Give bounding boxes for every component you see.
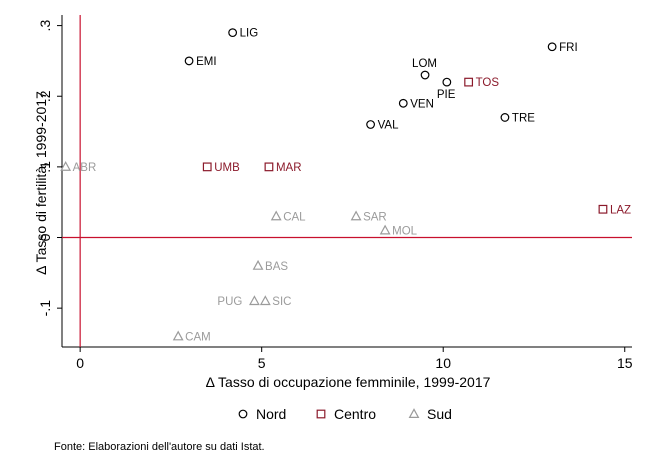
point-mar xyxy=(264,162,274,172)
point-label-mar: MAR xyxy=(276,162,302,174)
point-cam xyxy=(172,330,184,341)
point-label-pug: PUG xyxy=(217,296,242,308)
plot-area: 0 5 10 15 -.1 0 .1 .2 .3 LIG EMI LOM PIE FRI VEN VAL T… xyxy=(37,15,633,371)
point-lom xyxy=(420,70,430,80)
point-label-fri: FRI xyxy=(559,42,578,54)
x-tick-label-3: 15 xyxy=(617,355,633,371)
point-bas xyxy=(252,259,264,270)
point-label-abr: ABR xyxy=(73,162,97,174)
point-label-lig: LIG xyxy=(240,28,259,40)
x-axis-title: Δ Tasso di occupazione femminile, 1999-2… xyxy=(206,374,491,390)
point-label-val: VAL xyxy=(378,119,399,131)
point-label-ven: VEN xyxy=(410,98,434,110)
point-tre xyxy=(500,113,510,122)
y-tick-label-4: .3 xyxy=(37,20,53,32)
x-tick-label-1: 5 xyxy=(258,355,266,371)
legend-label-nord: Nord xyxy=(256,406,286,422)
point-ven xyxy=(398,98,408,108)
x-tick-label-2: 10 xyxy=(435,355,451,371)
legend-marker-sud xyxy=(408,408,420,418)
y-tick-label-0: -.1 xyxy=(37,300,53,317)
point-lig xyxy=(228,28,238,38)
y-tick-label-3: .2 xyxy=(37,90,53,102)
point-emi xyxy=(184,56,194,66)
point-label-tre: TRE xyxy=(512,112,535,124)
point-fri xyxy=(547,42,557,52)
legend-label-centro: Centro xyxy=(334,406,376,422)
point-label-cam: CAM xyxy=(185,331,211,343)
point-val xyxy=(366,120,375,129)
legend-marker-nord xyxy=(238,409,248,419)
data-points: LIG EMI LOM PIE FRI VEN VAL TRE TOS UMB MAR LAZ ABR C… xyxy=(60,28,631,343)
point-cal xyxy=(270,210,282,221)
point-mol xyxy=(379,224,391,235)
y-tick-label-2: .1 xyxy=(37,161,53,173)
point-label-sar: SAR xyxy=(363,211,387,223)
point-umb xyxy=(202,162,212,172)
point-label-cal: CAL xyxy=(283,211,306,223)
y-tick-label-1: 0 xyxy=(37,233,53,241)
legend-item-nord: Nord xyxy=(238,406,286,422)
point-tos xyxy=(464,77,474,87)
legend-marker-centro xyxy=(316,409,326,419)
y-axis-title: Δ Tasso di fertilità, 1999-2017 xyxy=(33,91,49,275)
point-sar xyxy=(350,210,362,221)
point-label-sic: SIC xyxy=(272,296,291,308)
point-label-emi: EMI xyxy=(196,56,216,68)
point-label-umb: UMB xyxy=(214,162,240,174)
legend-label-sud: Sud xyxy=(427,406,452,422)
point-label-bas: BAS xyxy=(265,261,288,273)
x-tick-label-0: 0 xyxy=(76,355,84,371)
y-ticks: -.1 0 .1 .2 .3 xyxy=(37,20,62,317)
point-label-mol: MOL xyxy=(392,225,418,237)
point-label-pie: PIE xyxy=(437,89,456,101)
legend-item-centro: Centro xyxy=(316,406,376,422)
point-abr xyxy=(60,161,72,171)
point-label-tos: TOS xyxy=(476,77,500,89)
point-label-laz: LAZ xyxy=(610,204,631,216)
x-ticks: 0 5 10 15 xyxy=(76,347,633,371)
point-laz xyxy=(598,204,608,214)
legend: Nord Centro Sud xyxy=(238,406,452,422)
point-label-lom: LOM xyxy=(412,58,437,70)
point-pug xyxy=(249,295,260,306)
legend-item-sud: Sud xyxy=(408,406,452,422)
point-pie xyxy=(442,77,452,87)
source-note: Fonte: Elaborazioni dell'autore su dati … xyxy=(54,441,265,453)
point-sic xyxy=(259,295,271,306)
